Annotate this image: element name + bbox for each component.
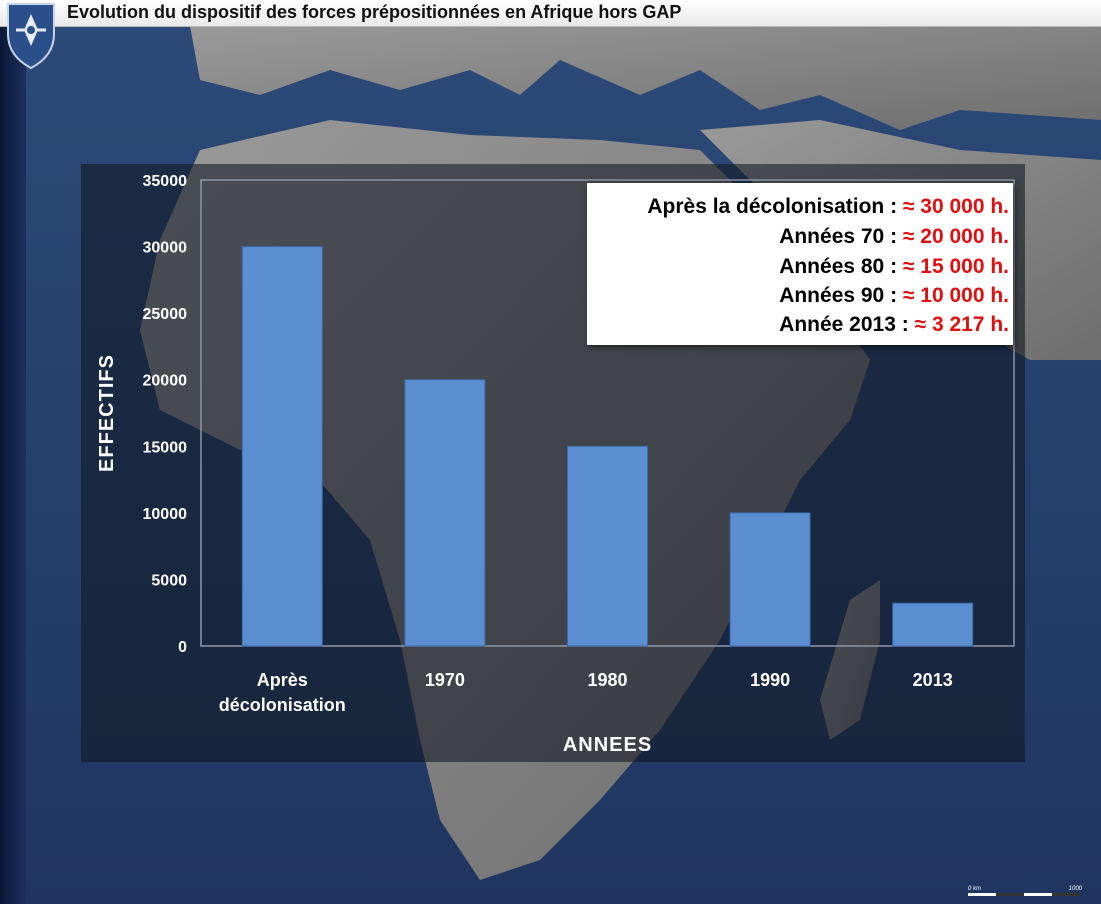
x-axis-title: ANNEES <box>563 734 652 756</box>
y-tick-label: 5000 <box>151 572 187 589</box>
bar-chart: 0 5000 10000 15000 20000 25000 30000 35000 Aprè… <box>96 173 1015 756</box>
summary-value: ≈ 10 000 h. <box>902 284 1009 307</box>
summary-label: Après la décolonisation : <box>647 195 903 218</box>
page-title: Evolution du dispositif des forces prépo… <box>67 2 682 22</box>
summary-value: ≈ 3 217 h. <box>914 313 1009 336</box>
map-scale-bar: 0 km 1000 <box>968 886 1083 896</box>
bar <box>241 246 323 647</box>
summary-row-90s: Années 90 : ≈ 10 000 h. <box>779 284 1009 308</box>
y-tick-label: 20000 <box>143 373 188 390</box>
x-tick-label: 1990 <box>750 670 790 690</box>
summary-row-2013: Année 2013 : ≈ 3 217 h. <box>779 313 1009 337</box>
europe-landmass <box>190 26 1101 130</box>
y-tick-label: 0 <box>178 639 187 656</box>
x-tick-label: 1970 <box>425 670 465 690</box>
summary-value: ≈ 15 000 h. <box>902 255 1009 278</box>
scale-bar-segment <box>996 893 1024 896</box>
scale-bar-segment <box>1052 893 1080 896</box>
bars <box>241 246 974 647</box>
summary-label: Années 70 : <box>779 225 903 248</box>
emblem-shield-icon <box>7 3 55 70</box>
scale-start-label: 0 km <box>968 886 981 892</box>
summary-value: ≈ 20 000 h. <box>902 225 1009 248</box>
x-tick-label: décolonisation <box>219 695 346 715</box>
summary-label: Année 2013 : <box>779 313 915 336</box>
summary-value: ≈ 30 000 h. <box>902 195 1009 218</box>
x-tick-label: 2013 <box>913 670 953 690</box>
x-tick-label: 1980 <box>587 670 627 690</box>
bar <box>892 602 974 647</box>
y-tick-label: 25000 <box>143 306 188 323</box>
x-axis-labels: Après décolonisation 1970 1980 1990 2013 <box>219 670 953 715</box>
x-tick-label: Après <box>257 670 308 690</box>
y-axis-ticks: 0 5000 10000 15000 20000 25000 30000 35000 <box>143 173 188 656</box>
title-bar: Evolution du dispositif des forces prépo… <box>0 0 1101 27</box>
bar <box>404 379 486 647</box>
summary-label: Années 80 : <box>779 255 903 278</box>
y-tick-label: 10000 <box>143 506 188 523</box>
summary-label: Années 90 : <box>779 284 903 307</box>
bar <box>567 445 648 647</box>
y-tick-label: 30000 <box>143 240 188 257</box>
y-tick-label: 15000 <box>143 439 188 456</box>
scale-end-label: 1000 <box>1069 886 1083 892</box>
y-tick-label: 35000 <box>143 173 188 190</box>
left-decorative-stripe <box>0 26 26 904</box>
summary-annotation-box: Après la décolonisation : ≈ 30 000 h. An… <box>587 183 1013 345</box>
bar <box>729 512 811 647</box>
y-axis-title: EFFECTIFS <box>96 354 118 472</box>
summary-row-decolonisation: Après la décolonisation : ≈ 30 000 h. <box>647 195 1009 219</box>
summary-row-70s: Années 70 : ≈ 20 000 h. <box>779 225 1009 249</box>
summary-row-80s: Années 80 : ≈ 15 000 h. <box>779 255 1009 279</box>
